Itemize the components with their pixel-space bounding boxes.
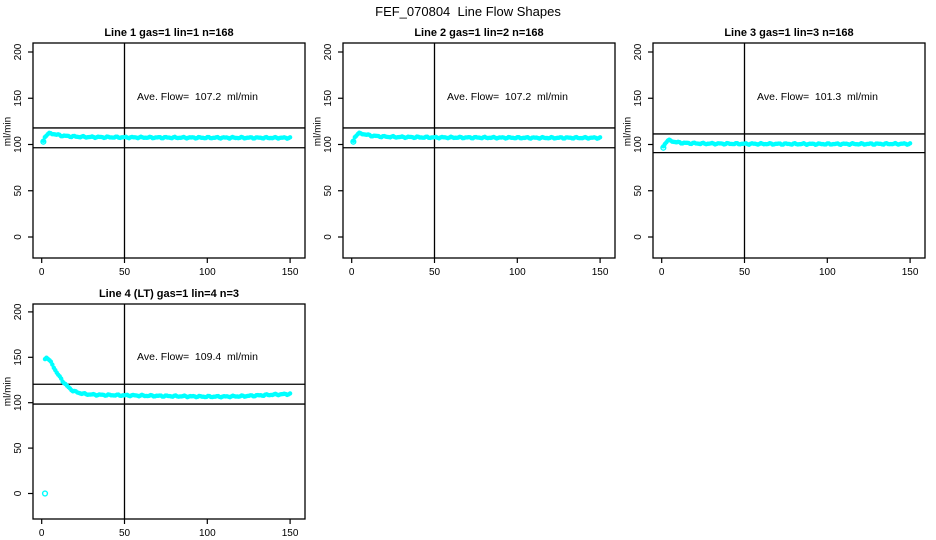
- subplot-3-title: Line 3 gas=1 lin=3 n=168: [724, 27, 854, 39]
- subplot-2-ytick-label: 0: [323, 234, 334, 240]
- subplot-1-ylabel: ml/min: [2, 116, 14, 147]
- subplot-1-ytick-label: 150: [13, 89, 24, 106]
- subplot-1-title: Line 1 gas=1 lin=1 n=168: [104, 27, 234, 39]
- subplot-2-ytick-label: 200: [323, 43, 334, 60]
- subplot-2-box: [342, 42, 616, 259]
- subplot-3-ylabel: ml/min: [622, 116, 634, 147]
- subplot-2-xtick-label: 50: [429, 267, 441, 278]
- subplot-4-ytick-label: 50: [13, 442, 24, 454]
- subplot-4-ytick-label: 0: [13, 490, 24, 496]
- subplot-3-ytick-label: 50: [633, 185, 644, 197]
- subplot-3-xtick-label: 50: [739, 267, 751, 278]
- subplot-4-ytick-label: 150: [13, 349, 24, 366]
- subplot-3-data-point: [907, 141, 913, 146]
- subplot-1-ytick-label: 100: [13, 136, 24, 153]
- subplot-3-ave-flow-annotation: Ave. Flow= 101.3 ml/min: [757, 91, 878, 103]
- subplot-4-xtick-label: 150: [282, 528, 299, 539]
- subplot-3-ytick-label: 200: [633, 43, 644, 60]
- subplot-1-open-point: [40, 138, 47, 145]
- subplot-1-xtick-label: 150: [282, 267, 299, 278]
- subplot-4-xtick-label: 100: [199, 528, 216, 539]
- subplot-2-title: Line 2 gas=1 lin=2 n=168: [414, 27, 544, 39]
- subplot-2-ytick-label: 100: [323, 136, 334, 153]
- subplot-3-open-point: [660, 144, 667, 151]
- subplot-1-data-point: [287, 135, 293, 140]
- subplot-1-ave-flow-annotation: Ave. Flow= 107.2 ml/min: [137, 91, 258, 103]
- subplot-4-data-point: [287, 391, 293, 396]
- subplot-4-xtick-label: 0: [39, 528, 45, 539]
- subplot-1-box: [32, 42, 306, 259]
- subplot-3-ytick-label: 0: [633, 234, 644, 240]
- subplot-4-xtick-label: 50: [119, 528, 131, 539]
- subplot-2-open-point: [350, 138, 357, 145]
- figure-title: FEF_070804 Line Flow Shapes: [375, 4, 561, 19]
- subplot-4-title: Line 4 (LT) gas=1 lin=4 n=3: [98, 288, 240, 300]
- subplot-4-ylabel: ml/min: [2, 376, 14, 407]
- subplot-4-box: [32, 303, 306, 520]
- subplot-2-xtick-label: 150: [592, 267, 609, 278]
- subplot-2-data-point: [597, 135, 603, 140]
- subplot-2-ave-flow-annotation: Ave. Flow= 107.2 ml/min: [447, 91, 568, 103]
- subplot-4-ave-flow-annotation: Ave. Flow= 109.4 ml/min: [137, 351, 258, 363]
- subplot-1-xtick-label: 100: [199, 267, 216, 278]
- subplot-1-ytick-label: 0: [13, 234, 24, 240]
- subplot-4-ytick-label: 200: [13, 303, 24, 320]
- subplot-2-ytick-label: 50: [323, 185, 334, 197]
- subplot-2-xtick-label: 100: [509, 267, 526, 278]
- subplot-3-ytick-label: 100: [633, 136, 644, 153]
- subplot-2-ylabel: ml/min: [312, 116, 324, 147]
- subplot-2-ytick-label: 150: [323, 89, 334, 106]
- subplot-3-xtick-label: 0: [659, 267, 665, 278]
- subplot-3-box: [652, 42, 926, 259]
- subplot-3-xtick-label: 150: [902, 267, 919, 278]
- subplot-3-ytick-label: 150: [633, 89, 644, 106]
- subplot-1-ytick-label: 200: [13, 43, 24, 60]
- subplot-1-xtick-label: 50: [119, 267, 131, 278]
- subplot-3-xtick-label: 100: [819, 267, 836, 278]
- subplot-2-xtick-label: 0: [349, 267, 355, 278]
- subplot-4-open-point: [41, 490, 49, 497]
- subplot-1-xtick-label: 0: [39, 267, 45, 278]
- subplot-1-ytick-label: 50: [13, 185, 24, 197]
- subplot-4-ytick-label: 100: [13, 394, 24, 411]
